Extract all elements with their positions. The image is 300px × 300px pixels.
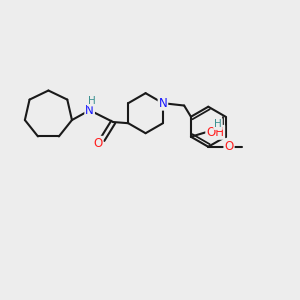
Text: N: N: [85, 104, 94, 117]
Text: OH: OH: [206, 126, 224, 139]
Text: N: N: [158, 97, 167, 110]
Text: O: O: [93, 137, 103, 150]
Text: H: H: [214, 119, 222, 129]
Text: O: O: [224, 140, 234, 153]
Text: H: H: [88, 95, 96, 106]
